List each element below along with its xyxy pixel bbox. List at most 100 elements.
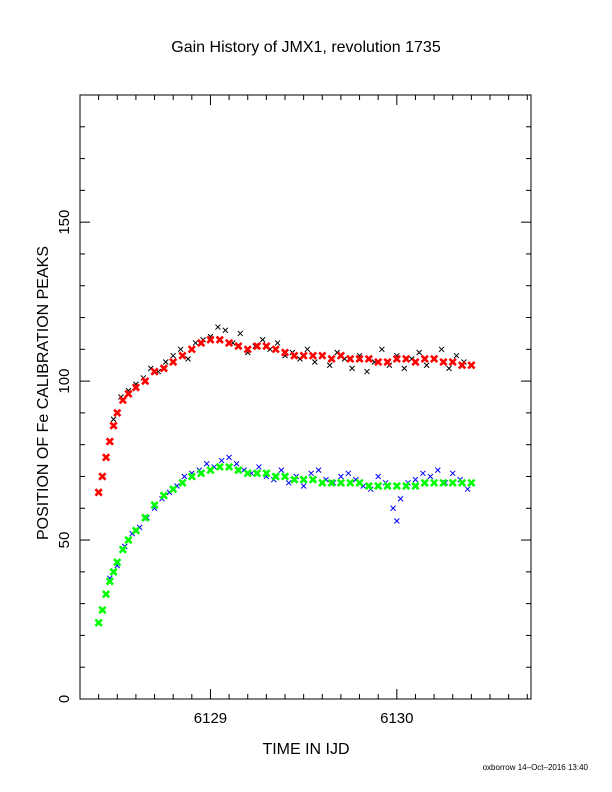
data-point	[299, 475, 308, 484]
data-point	[222, 327, 229, 334]
data-point	[237, 330, 244, 337]
data-point	[113, 558, 122, 567]
data-point	[187, 472, 196, 481]
data-point	[429, 478, 439, 487]
data-point	[457, 361, 467, 370]
data-point	[224, 462, 234, 472]
data-point	[318, 351, 327, 360]
data-point	[448, 478, 457, 487]
data-point	[224, 338, 234, 348]
plot-frame	[79, 94, 532, 700]
data-point	[338, 473, 344, 480]
y-tick-label: 100	[56, 369, 73, 394]
data-point	[280, 472, 290, 481]
data-point	[124, 389, 133, 398]
data-point	[308, 470, 314, 477]
data-point	[203, 460, 210, 467]
data-point	[326, 362, 333, 369]
data-point	[98, 472, 107, 481]
data-point	[187, 345, 196, 354]
data-point	[383, 357, 392, 367]
data-point	[109, 567, 118, 576]
data-point	[299, 351, 308, 360]
data-point	[453, 352, 460, 359]
data-point	[412, 476, 419, 483]
data-point	[169, 485, 178, 494]
data-point	[392, 481, 401, 491]
data-point	[434, 467, 441, 473]
data-point	[234, 342, 243, 351]
data-point	[364, 354, 373, 363]
y-tick-label: 50	[56, 532, 73, 549]
data-point	[383, 481, 392, 491]
data-point	[150, 367, 159, 376]
data-point	[101, 453, 111, 462]
data-point	[416, 349, 423, 356]
data-point	[285, 479, 292, 486]
data-point	[105, 577, 114, 586]
data-point	[308, 351, 318, 360]
data-point	[252, 342, 262, 351]
data-point	[271, 472, 280, 481]
data-point	[346, 354, 355, 363]
data-point	[94, 618, 103, 627]
x-tick-label: 6129	[194, 710, 227, 727]
data-point	[206, 335, 215, 344]
footer-timestamp: oxborrow 14–Oct–2016 13:40	[483, 763, 589, 772]
data-point	[457, 478, 467, 487]
axis-ticks	[79, 94, 531, 700]
data-point	[233, 460, 240, 467]
data-point	[355, 354, 364, 363]
data-point	[169, 357, 178, 367]
data-point	[218, 457, 225, 464]
data-point	[274, 340, 281, 346]
data-point	[215, 335, 224, 344]
data-point	[141, 376, 150, 386]
data-point	[423, 362, 430, 369]
data-point	[402, 481, 411, 491]
data-point	[105, 437, 114, 446]
data-point	[262, 342, 271, 351]
data-point	[374, 357, 383, 367]
series-2	[94, 335, 476, 497]
data-point	[206, 465, 215, 475]
data-point	[349, 365, 355, 372]
data-point	[379, 346, 385, 353]
data-point	[446, 365, 452, 372]
data-point	[420, 478, 429, 487]
data-point	[438, 346, 445, 353]
data-point	[181, 473, 188, 480]
data-point	[131, 526, 141, 535]
data-point	[336, 478, 346, 487]
data-point	[215, 324, 221, 330]
data-point	[226, 454, 232, 461]
data-marks	[94, 324, 476, 627]
data-point	[300, 483, 307, 489]
x-axis-label: TIME IN IJD	[262, 741, 349, 758]
data-point	[290, 351, 299, 360]
data-point	[177, 346, 184, 353]
series-1	[110, 324, 467, 423]
data-point	[118, 545, 127, 554]
data-point	[397, 495, 404, 502]
data-point	[159, 491, 168, 500]
data-point	[178, 351, 187, 360]
x-tick-label: 6130	[380, 710, 413, 727]
data-point	[355, 478, 364, 487]
data-point	[392, 354, 401, 363]
data-point	[393, 518, 400, 524]
data-point	[110, 416, 117, 423]
data-point	[345, 470, 352, 477]
data-point	[311, 359, 318, 365]
data-point	[327, 354, 336, 363]
data-point	[185, 355, 191, 362]
data-point	[315, 467, 322, 473]
data-point	[278, 467, 285, 473]
data-point	[109, 421, 118, 430]
data-point	[364, 481, 373, 491]
y-axis-label: POSITION OF Fe CALIBRATION PEAKS	[35, 246, 52, 540]
data-point	[304, 346, 311, 353]
data-point	[124, 535, 133, 545]
data-point	[346, 478, 355, 487]
